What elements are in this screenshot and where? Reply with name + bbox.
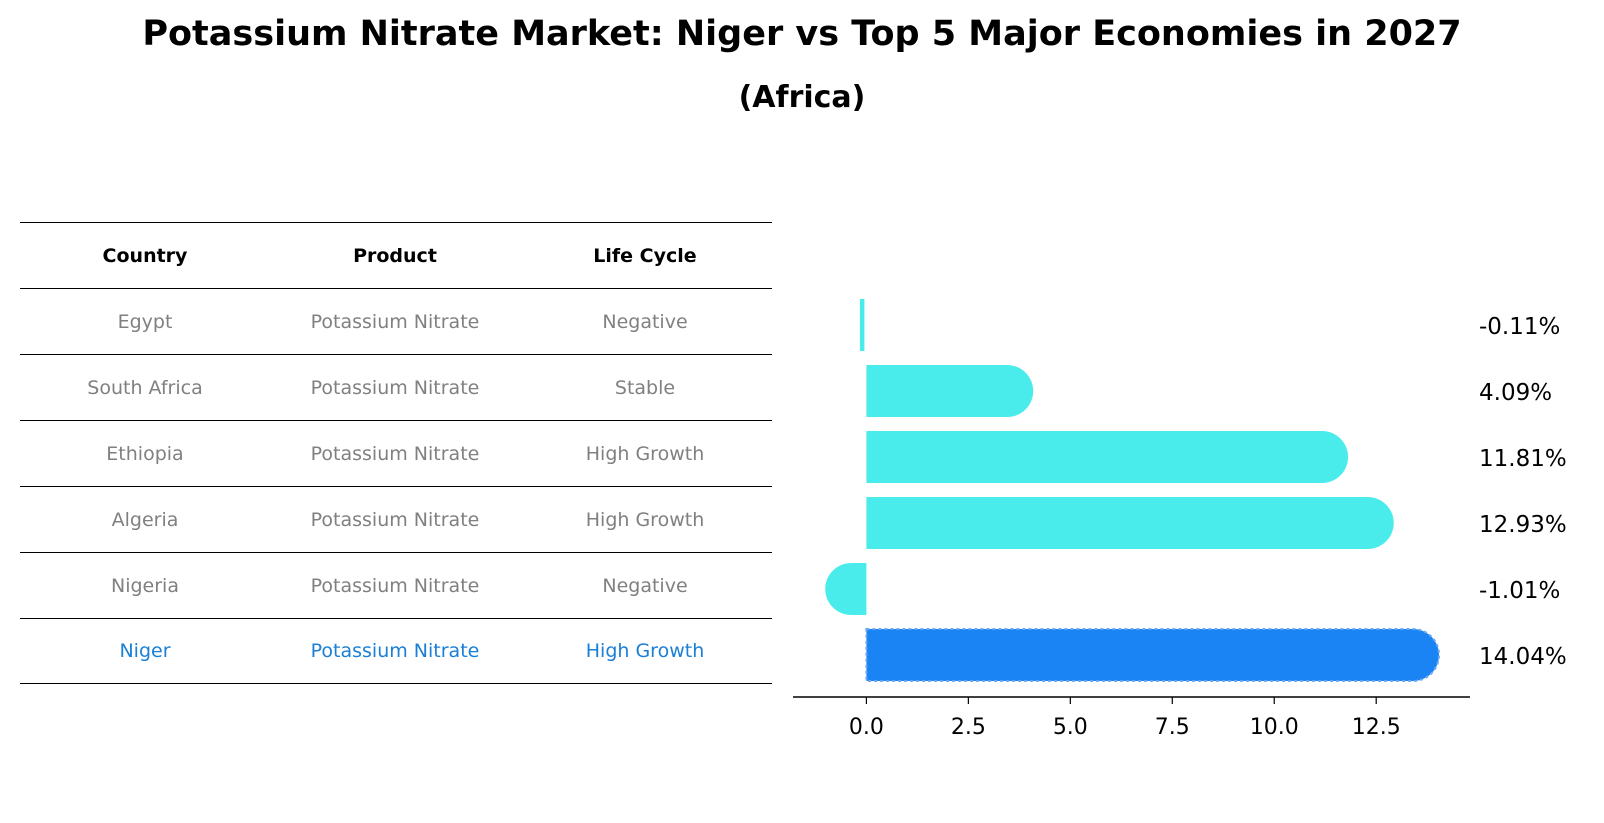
cell-country: Egypt bbox=[117, 310, 173, 333]
table-row: Algeria Potassium Nitrate High Growth bbox=[20, 486, 772, 552]
table-row: South Africa Potassium Nitrate Stable bbox=[20, 354, 772, 420]
cell-country: Algeria bbox=[111, 508, 179, 531]
table-row: Ethiopia Potassium Nitrate High Growth bbox=[20, 420, 772, 486]
cell-life-cycle: Stable bbox=[614, 376, 676, 399]
cell-country: South Africa bbox=[87, 376, 203, 399]
bar bbox=[866, 431, 1349, 483]
cell-life-cycle: Negative bbox=[602, 574, 688, 597]
data-label: 14.04% bbox=[1479, 644, 1567, 670]
country-table: Country Product Life Cycle Egypt Potassi… bbox=[20, 222, 772, 684]
cell-country: Niger bbox=[119, 640, 171, 662]
x-tick-label: 12.5 bbox=[1352, 715, 1401, 740]
x-tick-label: 7.5 bbox=[1155, 715, 1190, 740]
cell-country: Ethiopia bbox=[106, 442, 184, 465]
bar bbox=[866, 497, 1394, 549]
x-tick-label: 10.0 bbox=[1250, 715, 1299, 740]
table-row: Nigeria Potassium Nitrate Negative bbox=[20, 552, 772, 618]
header-country: Country bbox=[102, 244, 188, 267]
x-tick-label: 0.0 bbox=[849, 715, 884, 740]
chart-subtitle: (Africa) bbox=[738, 80, 866, 115]
table-row: Egypt Potassium Nitrate Negative bbox=[20, 288, 772, 354]
cell-product: Potassium Nitrate bbox=[310, 574, 480, 597]
cell-country: Nigeria bbox=[111, 574, 179, 597]
cell-life-cycle: High Growth bbox=[585, 640, 705, 662]
data-label: 11.81% bbox=[1479, 446, 1567, 472]
cell-product: Potassium Nitrate bbox=[310, 310, 480, 333]
cell-product: Potassium Nitrate bbox=[310, 442, 480, 465]
data-label: 4.09% bbox=[1479, 380, 1552, 406]
data-label: -1.01% bbox=[1479, 578, 1560, 604]
data-label: -0.11% bbox=[1479, 314, 1560, 340]
header-life-cycle: Life Cycle bbox=[593, 244, 697, 267]
cell-life-cycle: High Growth bbox=[585, 508, 705, 531]
bar bbox=[866, 365, 1034, 417]
table-row-highlight: Niger Potassium Nitrate High Growth bbox=[20, 618, 772, 684]
cell-product: Potassium Nitrate bbox=[310, 376, 480, 399]
table-header-row: Country Product Life Cycle bbox=[20, 222, 772, 288]
bar bbox=[865, 628, 1440, 682]
x-tick-label: 2.5 bbox=[951, 715, 986, 740]
x-tick-label: 5.0 bbox=[1053, 715, 1088, 740]
bar bbox=[825, 563, 867, 615]
header-product: Product bbox=[353, 244, 437, 267]
chart-title: Potassium Nitrate Market: Niger vs Top 5… bbox=[142, 14, 1462, 54]
data-label: 12.93% bbox=[1479, 512, 1567, 538]
bar bbox=[859, 299, 865, 351]
cell-life-cycle: High Growth bbox=[585, 442, 705, 465]
cell-product: Potassium Nitrate bbox=[310, 508, 480, 531]
cell-product: Potassium Nitrate bbox=[310, 640, 480, 662]
cell-life-cycle: Negative bbox=[602, 310, 688, 333]
